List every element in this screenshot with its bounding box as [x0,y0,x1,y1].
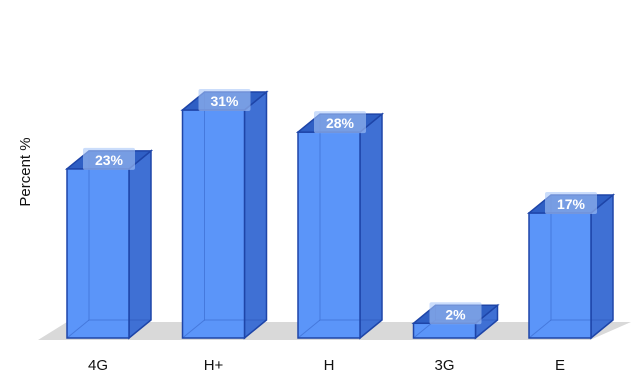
bar-back-edges [88,150,151,321]
bar-side-face [128,149,152,340]
x-tick-label-3g: 3G [434,357,454,374]
data-label-4g: 23% [83,147,135,170]
bar-back-edge [297,319,321,339]
data-label-text: 28% [326,115,355,131]
bar-front-face [528,212,592,339]
bar-back-edges [550,194,613,321]
data-label-h: 28% [314,111,366,134]
bar-side-face [359,112,383,340]
data-label-box [429,302,482,325]
data-label-text: 31% [210,93,239,109]
x-tick-label-e: E [555,357,565,374]
data-label-3g: 2% [429,302,482,325]
data-label-box [198,89,251,111]
bar-front-face [66,168,130,339]
data-label-box [545,191,597,214]
x-tick-label-h: H [324,357,335,374]
bar-back-edge [528,319,552,339]
data-labels-layer: 23% 31% 28% 2% 17% [83,89,597,325]
bar-back-edge [66,319,90,339]
x-tick-label-4g: 4G [88,357,108,374]
bar-4g [64,149,154,340]
y-axis-title: Percent % [17,137,34,206]
x-tick-label-h-plus: H+ [204,357,224,374]
bar-h [295,112,385,340]
bar-e [526,193,616,340]
bar-front-face [181,109,246,339]
data-label-text: 17% [557,196,586,212]
bar-side-face [590,193,614,340]
data-label-box [83,147,135,170]
data-label-h-plus: 31% [198,89,251,111]
data-label-box [314,111,366,134]
x-axis-tick-labels: 4G H+ H 3G E [88,357,565,374]
bar-back-edge [182,319,205,339]
bar-back-edges [204,92,267,321]
bar-front-face [297,131,361,339]
bar-back-edges [319,114,382,321]
data-label-e: 17% [545,191,597,214]
data-label-text: 23% [95,152,124,168]
data-label-text: 2% [445,306,466,322]
bar-h-plus [180,90,269,340]
bar-side-face [243,90,268,340]
